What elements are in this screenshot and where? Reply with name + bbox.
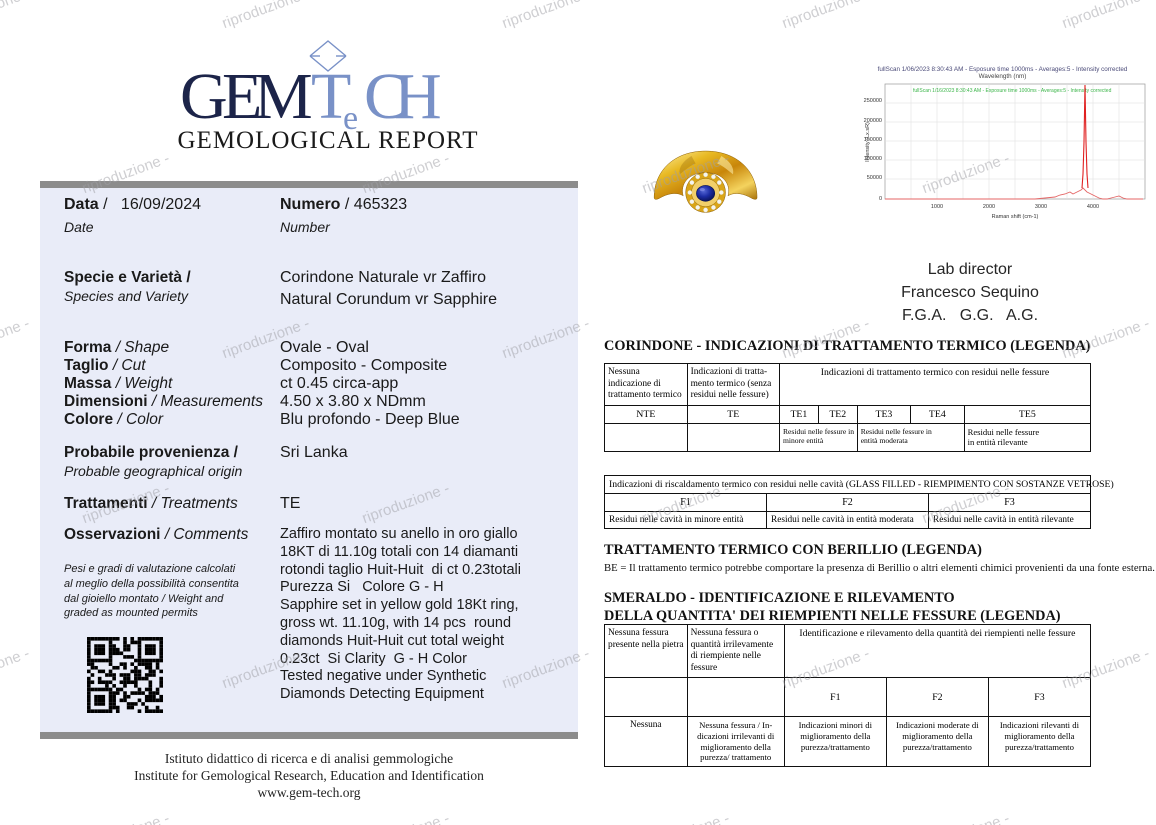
svg-text:Raman shift (cm-1): Raman shift (cm-1)	[992, 214, 1039, 220]
svg-text:50000: 50000	[867, 175, 882, 181]
svg-text:3000: 3000	[1035, 204, 1047, 210]
svg-text:250000: 250000	[864, 98, 882, 104]
svg-text:4000: 4000	[1087, 204, 1099, 210]
svg-text:1000: 1000	[931, 204, 943, 210]
svg-text:fullScan 1/16/2023 8:30:43 AM: fullScan 1/16/2023 8:30:43 AM - Exposure…	[913, 88, 1112, 94]
svg-text:Intensity (Lx.sR): Intensity (Lx.sR)	[865, 122, 871, 162]
svg-text:0: 0	[879, 196, 882, 202]
svg-text:2000: 2000	[983, 204, 995, 210]
